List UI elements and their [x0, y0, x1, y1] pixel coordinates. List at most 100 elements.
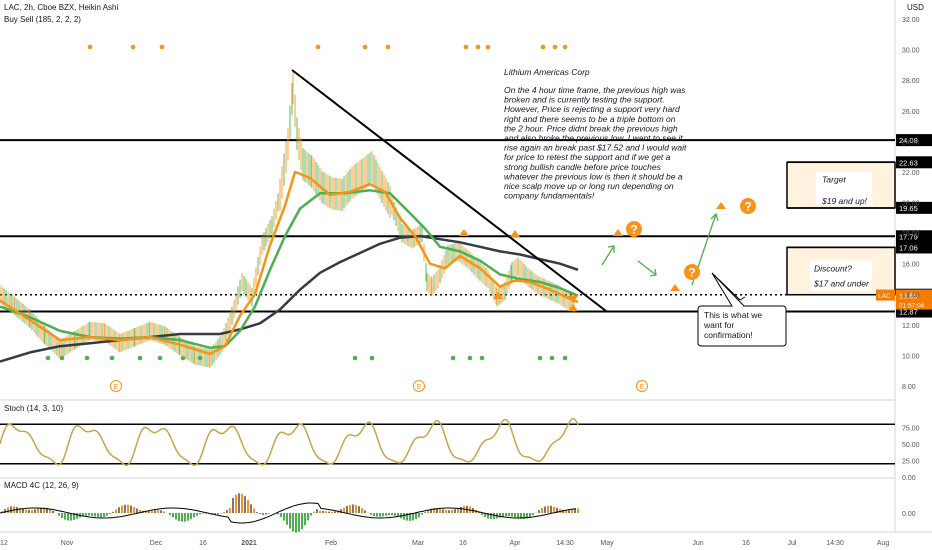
- price-tick-label: 26.00: [902, 109, 920, 116]
- earnings-label: E: [114, 384, 119, 391]
- sell-signal-dot: [562, 44, 568, 50]
- note-line: broken and is currently testing the supp…: [504, 95, 665, 105]
- buy-signal-dot: [369, 355, 375, 361]
- annotation-text: Lithium Americas Corp On the 4 hour time …: [504, 67, 870, 340]
- price-tick-label: 32.00: [902, 17, 920, 24]
- level-tag-3[interactable]: [896, 230, 932, 243]
- price-tick-label: 30.00: [902, 48, 920, 55]
- note-line: whatever the previous low is then it sho…: [504, 171, 683, 181]
- buy-signal-dot: [45, 355, 51, 361]
- question-icon[interactable]: [626, 221, 642, 237]
- macd-tick-label: 0.00: [902, 511, 916, 518]
- indicator-name: Buy Sell: [4, 15, 34, 24]
- price-tick-label: 18.00: [902, 231, 920, 238]
- buy-signal-dot: [137, 355, 143, 361]
- callout-line: want for: [703, 320, 734, 330]
- level-tag-label-4: 17.06: [899, 243, 918, 252]
- price-axis[interactable]: 24.0822.6319.6517.7917.0613.9712.87LAC13…: [876, 17, 932, 391]
- projection-arrow-up: [601, 245, 615, 266]
- level-tag-2[interactable]: [896, 201, 932, 214]
- horizontal-levels[interactable]: [0, 139, 895, 313]
- price-tick-label: 16.00: [902, 262, 920, 269]
- price-tick-label: 12.00: [902, 323, 920, 330]
- time-axis[interactable]: 12 Nov Dec 16 2021 Feb Mar 16 Apr 14:30 May Jun 16 Ju…: [0, 540, 889, 547]
- countdown-label: 01:57:04: [899, 303, 925, 310]
- stoch-params: (14, 3, 10): [26, 404, 64, 413]
- level-tag-0[interactable]: [896, 134, 932, 147]
- price-tick-label: 28.00: [902, 78, 920, 85]
- stoch-pane: 75.00 50.00 25.00 0.00: [0, 418, 920, 482]
- arrow-up-marker: [670, 284, 680, 291]
- buy-signal-dot: [157, 355, 163, 361]
- price-tick-label: 20.00: [902, 201, 920, 208]
- sell-signal-dot: [463, 44, 469, 50]
- earnings-marker: [636, 380, 648, 392]
- earnings-marker: [413, 380, 425, 392]
- question-icon[interactable]: [684, 264, 700, 280]
- sell-signal-dot: [485, 44, 491, 50]
- buy-signal-dot: [352, 355, 358, 361]
- question-icon[interactable]: [740, 198, 756, 214]
- note-line: company fundamentals!: [504, 191, 595, 201]
- time-tick-label: 14:30: [826, 540, 844, 547]
- macd-signal-line: [0, 502, 577, 524]
- note-line: for price to retest the support and if w…: [504, 152, 671, 162]
- sell-signal-dot: [362, 44, 368, 50]
- indicator-label: Buy Sell (185, 2, 2, 2): [4, 15, 81, 24]
- projection-arrow-down: [637, 260, 657, 277]
- arrow-up-marker: [459, 229, 469, 236]
- earnings-label: E: [417, 384, 422, 391]
- arrow-up-marker: [568, 304, 578, 311]
- discount-title: Discount?: [814, 263, 852, 273]
- callout-line: This is what we: [704, 310, 762, 320]
- level-tag-label-6: 12.87: [899, 308, 918, 317]
- arrow-up-marker: [493, 292, 503, 299]
- time-tick-label: Jul: [788, 540, 797, 547]
- level-tag-4[interactable]: [896, 241, 932, 254]
- current-price-label: 13.85: [899, 292, 918, 301]
- stoch-tick-label: 50.00: [902, 442, 920, 449]
- time-tick-label: May: [600, 540, 614, 547]
- trend-line[interactable]: [291, 69, 607, 312]
- buy-signal-dot: [467, 355, 473, 361]
- current-symbol-tag[interactable]: [876, 289, 895, 301]
- time-tick-label: Apr: [510, 540, 522, 547]
- target-zones[interactable]: [786, 161, 896, 296]
- question-mark: ?: [630, 223, 637, 237]
- stoch-tick-label: 75.00: [902, 426, 920, 433]
- sell-signal-dot: [130, 44, 136, 50]
- target-title: Target: [822, 175, 846, 185]
- note-line: On the 4 hour time frame, the previous h…: [504, 85, 686, 95]
- indicator-params: (185, 2, 2, 2): [35, 15, 81, 24]
- level-tag-1[interactable]: [896, 156, 932, 169]
- buy-signal-dot: [197, 355, 203, 361]
- arrow-up-marker: [716, 202, 726, 209]
- level-tag-label-0: 24.08: [899, 136, 918, 145]
- buy-signal-dot: [180, 355, 186, 361]
- note-line: strong bullish candle before price touch…: [504, 162, 662, 172]
- note-line: right and there seems to be a triple bot…: [504, 114, 676, 124]
- time-tick-label: Nov: [61, 540, 74, 547]
- time-tick-label: 16: [459, 540, 467, 547]
- sell-signal-dot: [475, 44, 481, 50]
- current-price-tag[interactable]: [896, 289, 932, 310]
- macd-params: (12, 26, 9): [42, 481, 79, 490]
- level-tag-label-1: 22.63: [899, 158, 918, 167]
- level-tag-label-2: 19.65: [899, 204, 918, 213]
- buy-signal-dot: [450, 355, 456, 361]
- sell-signal-dot: [159, 44, 165, 50]
- macd-name: MACD 4C: [4, 481, 41, 490]
- drawings[interactable]: ???: [291, 69, 787, 347]
- time-tick-label: 16: [742, 540, 750, 547]
- question-mark: ?: [744, 200, 751, 214]
- time-tick-label: 14:30: [556, 540, 574, 547]
- earnings-marker: [110, 380, 122, 392]
- sell-signal-dot: [315, 44, 321, 50]
- macd-label: MACD 4C (12, 26, 9): [4, 481, 79, 490]
- price-tick-label: 14.00: [902, 292, 920, 299]
- time-tick-label: Aug: [877, 540, 890, 547]
- sell-signal-dot: [552, 44, 558, 50]
- question-mark: ?: [688, 266, 695, 280]
